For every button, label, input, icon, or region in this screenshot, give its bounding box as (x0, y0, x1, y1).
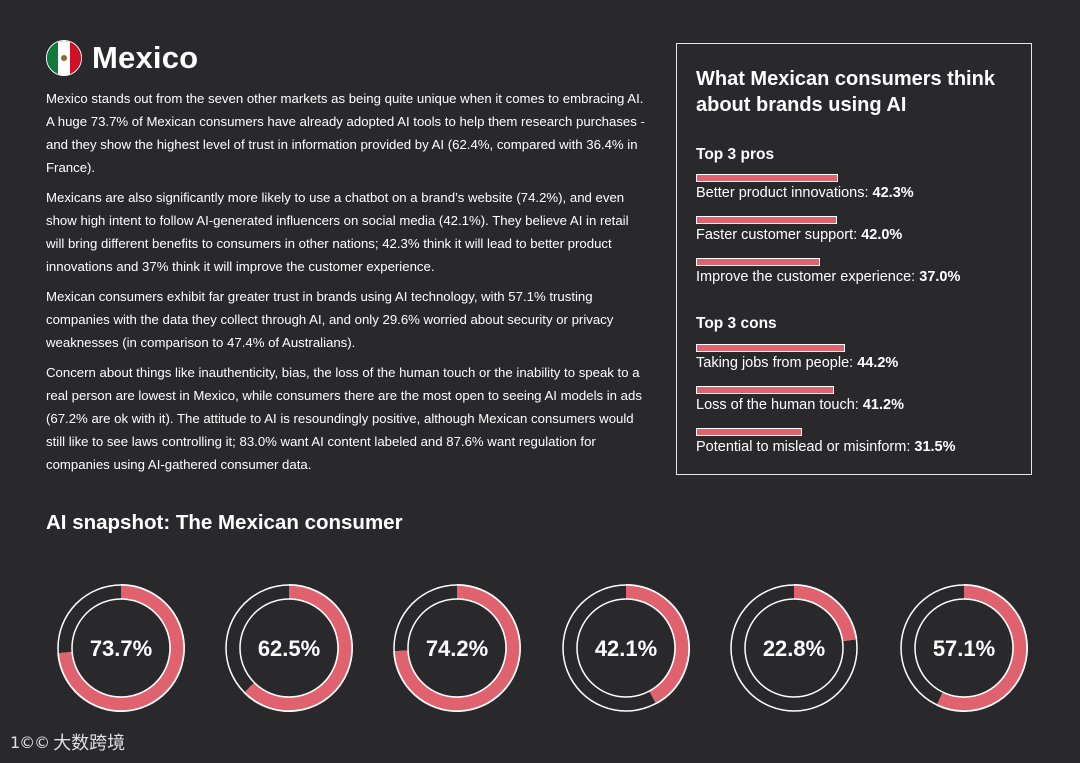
cons-heading: Top 3 cons (696, 315, 777, 332)
pro-bar (696, 174, 839, 182)
paragraph: Concern about things like inauthenticity… (46, 365, 642, 472)
pros-heading: Top 3 pros (696, 146, 775, 163)
con-bar (696, 344, 845, 352)
pro-label: Faster customer support: (696, 227, 858, 243)
donut-value-arc (58, 585, 184, 711)
donut-chart: 62.5%trust information from an AI tool (225, 584, 353, 712)
con-value: 31.5% (914, 439, 956, 455)
paragraph: Mexican consumers exhibit far greater tr… (46, 289, 614, 350)
snapshot-title: AI snapshot: The Mexican consumer (46, 511, 403, 534)
snapshot-donut-charts: 73.7%likely to use AI as a search engine… (57, 584, 1028, 712)
mexico-flag-icon (46, 40, 82, 76)
pro-value: 42.3% (872, 185, 914, 201)
donut-outer-ring (730, 584, 858, 712)
donut-chart: 22.8%can spot a fake AI image (730, 584, 858, 712)
donut-value-arc (937, 585, 1027, 711)
pro-label: Better product innovations: (696, 185, 869, 201)
donut-chart: 42.1%likely to follow an AI influencer (562, 584, 690, 712)
con-value: 41.2% (862, 397, 904, 413)
pro-bar (696, 258, 821, 266)
watermark-logo: 1©© 大数跨境 (10, 729, 125, 755)
paragraph: Mexico stands out from the seven other m… (46, 91, 645, 175)
brands-panel: What Mexican consumers think about brand… (676, 43, 1032, 475)
donut-value-label: 42.1% (595, 636, 657, 661)
donut-value-label: 22.8% (763, 636, 825, 661)
intro-text: Mexico stands out from the seven other m… (46, 87, 646, 483)
donut-value-arc (244, 585, 352, 711)
con-bar (696, 428, 802, 436)
pro-item: Faster customer support: 42.0% (696, 216, 902, 243)
con-bar (696, 386, 835, 394)
donut-chart: 73.7%likely to use AI as a search engine (57, 584, 185, 712)
donut-chart: 74.2%likely to use a brand's chatbot (393, 584, 521, 712)
donut-value-label: 73.7% (90, 636, 152, 661)
donut-inner-circle (914, 598, 1014, 698)
donut-value-label: 62.5% (258, 636, 320, 661)
donut-value-arc (793, 585, 856, 642)
pro-value: 37.0% (919, 269, 961, 285)
pro-bar (696, 216, 838, 224)
con-label: Taking jobs from people: (696, 355, 854, 371)
donut-value-label: 74.2% (426, 636, 488, 661)
page-title: Mexico (92, 40, 199, 75)
donut-value-label: 57.1% (933, 636, 995, 661)
donut-inner-circle (407, 598, 507, 698)
donut-inner-circle (239, 598, 339, 698)
paragraph: Mexicans are also significantly more lik… (46, 190, 629, 274)
pro-label: Improve the customer experience: (696, 269, 916, 285)
donut-inner-circle (71, 598, 171, 698)
donut-inner-circle (744, 598, 844, 698)
con-item: Taking jobs from people: 44.2% (696, 344, 898, 371)
pro-value: 42.0% (861, 227, 903, 243)
pro-item: Better product innovations: 42.3% (696, 174, 914, 201)
con-item: Loss of the human touch: 41.2% (696, 386, 904, 413)
panel-title: What Mexican consumers think about brand… (696, 68, 995, 116)
donut-inner-circle (576, 598, 676, 698)
donut-chart: 57.1%trust brands with AI-gathered consu… (900, 584, 1028, 712)
pro-item: Improve the customer experience: 37.0% (696, 258, 960, 285)
donut-value-arc (625, 585, 689, 703)
page-header: Mexico (46, 40, 198, 76)
watermark-mark: 1©© (10, 732, 50, 752)
watermark-text: 大数跨境 (53, 733, 126, 754)
con-label: Potential to mislead or misinform: (696, 439, 911, 455)
donut-value-arc (394, 585, 520, 711)
con-value: 44.2% (857, 355, 899, 371)
con-label: Loss of the human touch: (696, 397, 859, 413)
con-item: Potential to mislead or misinform: 31.5% (696, 428, 956, 455)
